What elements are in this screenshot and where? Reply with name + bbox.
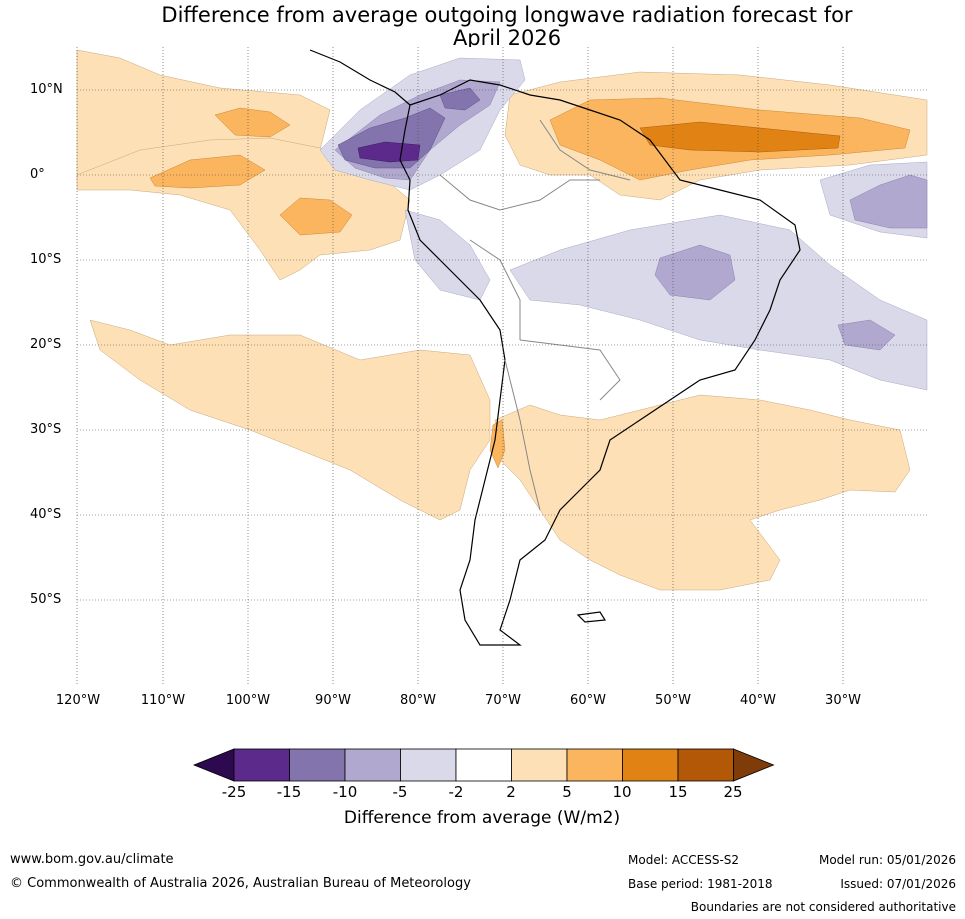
title-line-1: Difference from average outgoing longwav… — [161, 3, 853, 27]
lon-label-60w: 60°W — [570, 693, 606, 708]
map-title: Difference from average outgoing longwav… — [77, 4, 937, 50]
colorbar-tick: -15 — [276, 783, 302, 801]
coastlines — [309, 49, 801, 646]
footer-website[interactable]: www.bom.gov.au/climate — [10, 852, 174, 867]
negative-anomaly-light-andes-west — [404, 209, 491, 301]
lon-label-40w: 40°W — [740, 693, 776, 708]
negative-anomaly-medium-south-atlantic — [837, 319, 896, 351]
colorbar-tick: -2 — [448, 783, 464, 801]
colorbar-label: Difference from average (W/m2) — [343, 808, 621, 828]
colorbar-extend-low — [192, 748, 235, 782]
colorbar-segment — [511, 748, 568, 782]
colorbar-segment — [233, 748, 290, 782]
colorbar-tick: 2 — [506, 783, 516, 801]
lat-label-50s: 50°S — [30, 592, 62, 607]
lon-label-50w: 50°W — [655, 693, 691, 708]
negative-anomaly-medium-atlantic-east — [849, 174, 928, 229]
lon-label-110w: 110°W — [140, 693, 186, 708]
footer-base-period: Base period: 1981-2018 — [628, 877, 773, 891]
lon-label-100w: 100°W — [225, 693, 271, 708]
title-line-2: April 2026 — [452, 26, 562, 50]
positive-anomaly-light-south-atlantic — [494, 394, 911, 591]
falkland-islands — [576, 611, 607, 623]
lon-label-120w: 120°W — [55, 693, 101, 708]
footer-disclaimer: Boundaries are not considered authoritat… — [690, 900, 956, 914]
lat-label-30s: 30°S — [30, 422, 62, 437]
colorbar-tick: 10 — [612, 783, 632, 801]
lat-label-10s: 10°S — [30, 252, 62, 267]
colorbar-segment — [344, 748, 401, 782]
central-america-coastline — [309, 49, 411, 106]
south-america-coastline — [399, 79, 801, 646]
negative-anomaly-extreme-colombia — [357, 141, 421, 163]
lat-label-40s: 40°S — [30, 507, 62, 522]
colorbar-segment — [455, 748, 512, 782]
lat-label-10n: 10°N — [30, 82, 63, 97]
lon-label-70w: 70°W — [485, 693, 521, 708]
colorbar-segment — [400, 748, 457, 782]
footer-model: Model: ACCESS-S2 — [628, 853, 740, 867]
colorbar-segment — [566, 748, 623, 782]
positive-anomaly-medium-east-pacific-north — [214, 107, 291, 138]
footer-issued: Issued: 07/01/2026 — [840, 877, 956, 891]
colorbar — [192, 748, 775, 782]
gridlines — [77, 47, 927, 685]
colorbar-tick: 5 — [562, 783, 572, 801]
negative-anomaly-light-brazil — [509, 214, 928, 391]
footer-copyright: © Commonwealth of Australia 2026, Austra… — [10, 876, 471, 891]
colorbar-tick: 15 — [668, 783, 688, 801]
colorbar-extend-high — [733, 748, 775, 782]
colorbar-tick: -5 — [392, 783, 408, 801]
positive-anomaly-medium-andes — [489, 419, 506, 469]
colorbar-segment — [677, 748, 734, 782]
positive-anomaly-medium-east-pacific-south — [279, 197, 353, 236]
colorbar-tick: -10 — [332, 783, 358, 801]
footer-model-run: Model run: 05/01/2026 — [818, 853, 956, 867]
negative-anomaly-medium-brazil — [654, 244, 736, 301]
country-borders — [439, 119, 631, 511]
lon-label-90w: 90°W — [315, 693, 351, 708]
colorbar-segment — [289, 748, 346, 782]
positive-anomaly-medium-east-pacific-equator — [149, 154, 266, 189]
positive-anomaly-strong-equatorial-atlantic — [639, 121, 841, 153]
lon-label-80w: 80°W — [400, 693, 436, 708]
positive-anomaly-light-south-pacific — [89, 319, 491, 521]
lat-label-20s: 20°S — [30, 337, 62, 352]
anomaly-shading — [76, 49, 928, 591]
lon-label-30w: 30°W — [825, 693, 861, 708]
colorbar-tick: -25 — [221, 783, 247, 801]
lat-label-0: 0° — [30, 167, 45, 182]
colorbar-tick: 25 — [723, 783, 743, 801]
colorbar-segment — [622, 748, 679, 782]
negative-anomaly-strong-caribbean — [439, 87, 481, 111]
